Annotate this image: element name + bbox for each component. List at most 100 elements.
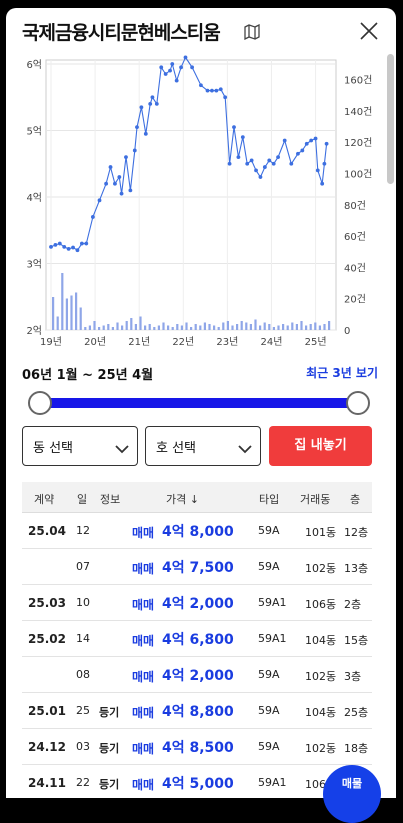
row-trade-type: 매매 xyxy=(132,562,155,576)
col-info[interactable]: 정보 xyxy=(100,493,121,506)
row-month: 25.01 xyxy=(28,704,66,718)
price-point xyxy=(168,68,172,73)
price-point xyxy=(79,241,84,246)
price-point xyxy=(128,188,133,193)
price-point xyxy=(276,155,280,159)
price-chart[interactable]: 2억 3억 4억 5억 6억 0 20건 40건 60건 80건 100건 120건 140건 160건 1… xyxy=(6,52,386,352)
volume-bar xyxy=(79,307,82,330)
col-building[interactable]: 거래동 xyxy=(300,493,331,506)
volume-bar xyxy=(121,325,124,330)
listings-fab-button[interactable]: 매물 xyxy=(323,765,381,823)
table-row[interactable]: 25.04 12 매매 4억 8,000 59A 101동 12층 xyxy=(22,513,372,549)
y2-tick-label: 0 xyxy=(344,326,350,337)
row-day: 07 xyxy=(76,560,90,573)
row-floor: 3층 xyxy=(344,670,362,683)
price-point xyxy=(223,95,228,100)
row-month: 25.04 xyxy=(28,524,66,538)
volume-bar xyxy=(318,325,321,330)
row-trade-type: 매매 xyxy=(132,598,155,612)
col-day[interactable]: 일 xyxy=(77,493,88,506)
row-floor: 15층 xyxy=(344,634,369,647)
row-trade-type: 매매 xyxy=(132,742,155,756)
table-row[interactable]: 25.01 25 등기 매매 4억 8,800 59A 104동 25층 xyxy=(22,693,372,729)
price-point xyxy=(154,102,159,106)
volume-bar xyxy=(286,325,289,330)
row-building: 101동 xyxy=(305,526,337,539)
row-price: 4억 5,000 xyxy=(162,776,234,792)
volume-bar xyxy=(277,325,280,330)
volume-bar xyxy=(75,292,78,330)
chevron-down-icon xyxy=(115,439,129,458)
row-month: 24.12 xyxy=(28,740,66,754)
recent-3y-link[interactable]: 최근 3년 보기 xyxy=(306,366,378,380)
col-contract[interactable]: 계약 xyxy=(34,493,55,506)
row-day: 10 xyxy=(76,596,90,609)
row-floor: 18층 xyxy=(344,742,369,755)
price-point xyxy=(143,131,148,136)
row-day: 25 xyxy=(76,704,90,717)
table-row[interactable]: 08 매매 4억 2,000 59A 102동 3층 xyxy=(22,657,372,693)
volume-bar xyxy=(203,322,206,330)
price-point xyxy=(84,241,89,246)
row-type: 59A1 xyxy=(258,776,287,789)
volume-bar xyxy=(190,327,193,330)
price-point xyxy=(135,125,139,130)
volume-bar xyxy=(259,325,262,330)
table-row[interactable]: 25.02 14 매매 4억 6,800 59A1 104동 15층 xyxy=(22,621,372,657)
table-row[interactable]: 07 매매 4억 7,500 59A 102동 13층 xyxy=(22,549,372,585)
table-row[interactable]: 24.12 03 등기 매매 4억 8,500 59A 102동 18층 xyxy=(22,729,372,765)
price-point xyxy=(97,198,102,203)
volume-bar xyxy=(93,321,96,330)
price-point xyxy=(282,138,287,143)
volume-bar xyxy=(125,321,128,330)
list-house-button[interactable]: 집 내놓기 xyxy=(269,426,372,466)
price-point xyxy=(163,72,168,76)
volume-bar xyxy=(240,321,243,330)
volume-bar xyxy=(309,324,312,330)
chevron-down-icon xyxy=(238,439,252,458)
ho-select[interactable]: 호 선택 xyxy=(145,426,261,466)
price-point xyxy=(159,65,164,70)
row-day: 03 xyxy=(76,740,90,753)
row-type: 59A xyxy=(258,560,280,573)
price-point xyxy=(205,88,210,93)
slider-end-handle[interactable] xyxy=(346,391,370,415)
volume-bar xyxy=(231,325,234,330)
y2-tick-label: 60건 xyxy=(344,231,366,243)
price-point xyxy=(71,245,75,250)
x-tick-label: 21년 xyxy=(128,336,150,348)
table-row[interactable]: 24.11 22 등기 매매 4억 5,000 59A1 106동 xyxy=(22,765,372,798)
price-point xyxy=(104,181,109,186)
dong-select[interactable]: 동 선택 xyxy=(22,426,138,466)
row-floor: 2층 xyxy=(344,598,362,611)
page-title: 국제금융시티문현베스티움 xyxy=(22,22,221,44)
col-type[interactable]: 타입 xyxy=(259,493,280,506)
row-info: 등기 xyxy=(99,778,120,791)
col-price[interactable]: 가격 ↓ xyxy=(166,493,199,506)
volume-bar xyxy=(305,325,308,330)
volume-bar xyxy=(291,322,294,330)
price-point xyxy=(320,181,325,186)
price-point xyxy=(315,168,320,173)
close-icon[interactable] xyxy=(358,20,380,42)
dong-select-label: 동 선택 xyxy=(33,441,74,456)
map-icon[interactable] xyxy=(244,23,260,44)
volume-bar xyxy=(139,316,142,330)
volume-bar xyxy=(52,297,55,330)
table-row[interactable]: 25.03 10 매매 4억 2,000 59A1 106동 2층 xyxy=(22,585,372,621)
period-slider[interactable] xyxy=(28,391,370,415)
row-price: 4억 6,800 xyxy=(162,632,234,648)
scrollbar[interactable] xyxy=(387,54,394,184)
col-floor[interactable]: 층 xyxy=(350,493,361,506)
row-type: 59A xyxy=(258,740,280,753)
price-point xyxy=(62,244,67,249)
row-day: 08 xyxy=(76,668,90,681)
slider-start-handle[interactable] xyxy=(28,391,52,415)
row-type: 59A xyxy=(258,524,280,537)
row-day: 14 xyxy=(76,632,90,645)
price-point xyxy=(304,141,309,146)
price-point xyxy=(236,155,241,159)
table-body: 25.04 12 매매 4억 8,000 59A 101동 12층 07 매매 4억 7,500 5… xyxy=(22,513,372,798)
price-point xyxy=(170,62,175,66)
price-point xyxy=(124,155,128,159)
